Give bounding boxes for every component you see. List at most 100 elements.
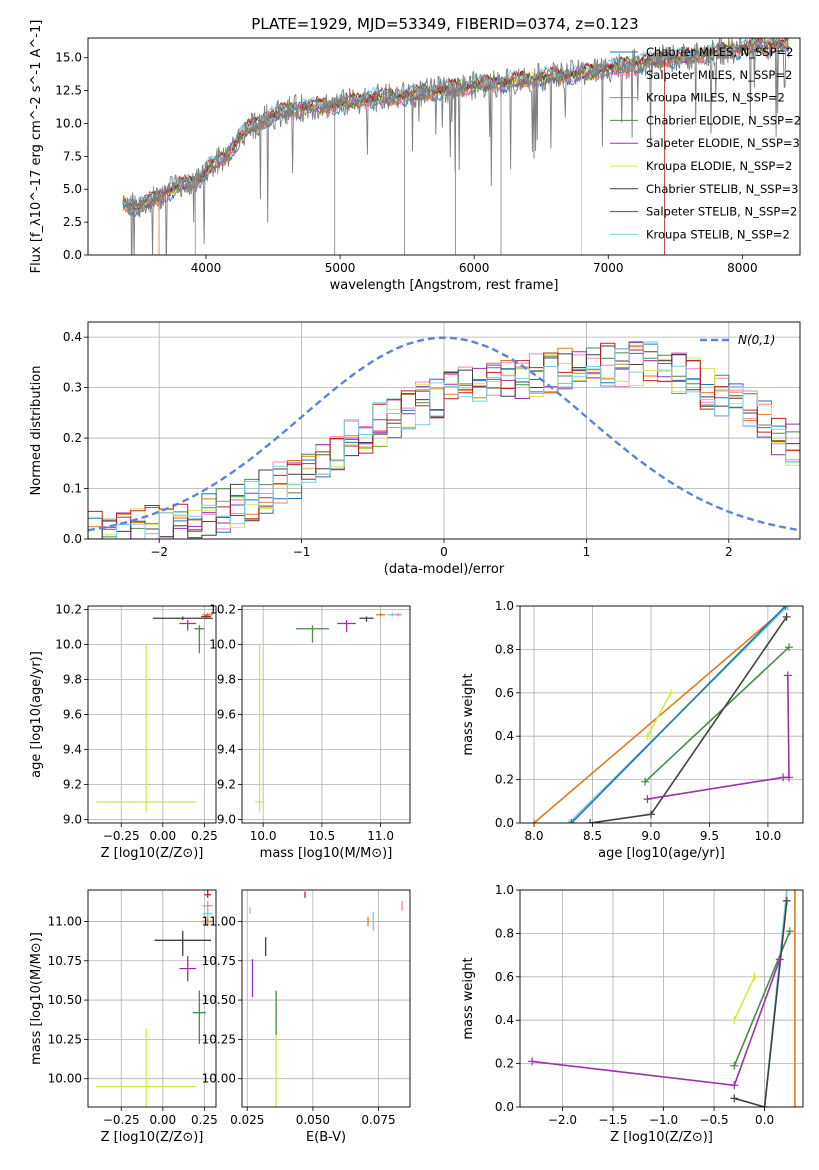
x-tick-label: 10.0 (250, 829, 277, 843)
y-tick-label: 0.1 (63, 482, 82, 496)
x-tick-label: 4000 (191, 261, 222, 275)
y-tick-label: 10.0 (209, 638, 236, 652)
axes-frame (241, 889, 411, 1108)
plot-area (242, 606, 410, 823)
x-tick-label: −2 (150, 545, 168, 559)
y-tick-label: 9.0 (217, 813, 236, 827)
y-tick-label: 10.50 (202, 993, 236, 1007)
y-axis-label: age [log10(age/yr)] (29, 651, 44, 778)
x-tick-label: 0.025 (230, 1113, 264, 1127)
y-axis-label: mass [log10(M/M⊙)] (29, 932, 44, 1065)
x-tick-label: 0.00 (149, 829, 176, 843)
y-tick-label: 10.75 (48, 954, 82, 968)
legend-label: Salpeter ELODIE, N_SSP=3 (646, 136, 800, 150)
x-tick-label: 9.5 (700, 829, 719, 843)
legend-label: Salpeter MILES, N_SSP=2 (646, 68, 792, 82)
x-tick-label: −1.5 (598, 1113, 627, 1127)
x-axis-label: Z [log10(Z/Z⊙)] (101, 846, 204, 861)
y-tick-label: 0.8 (495, 926, 514, 940)
axes-frame (241, 605, 411, 824)
y-tick-label: 9.8 (217, 673, 236, 687)
x-axis-label: (data-model)/error (384, 562, 505, 577)
plot-area (242, 890, 410, 1107)
y-tick-label: 9.4 (63, 743, 82, 757)
x-axis-label: E(B-V) (306, 1130, 346, 1145)
x-tick-label: −1 (293, 545, 311, 559)
y-tick-label: 10.50 (48, 993, 82, 1007)
data-line (122, 38, 790, 255)
y-tick-label: 0.6 (495, 970, 514, 984)
y-tick-label: 0.2 (495, 1057, 514, 1071)
y-tick-label: 10.2 (55, 603, 82, 617)
x-tick-label: 7000 (593, 261, 624, 275)
y-tick-label: 10.75 (202, 954, 236, 968)
x-tick-label: 10.0 (755, 829, 782, 843)
gaussian-curve (88, 336, 800, 532)
y-tick-label: 9.2 (217, 778, 236, 792)
x-tick-label: 0.050 (296, 1113, 330, 1127)
y-tick-label: 10.25 (202, 1032, 236, 1046)
y-tick-label: 10.00 (48, 1072, 82, 1086)
panel-massweight-vs-Z: −2.0 −1.5 −1.0 −0.5 0.0 0.0 0.2 0.4 0.6 0.8 1.0 Z [… (461, 883, 804, 1145)
x-tick-label: 2 (725, 545, 733, 559)
x-tick-label: −1.0 (649, 1113, 678, 1127)
axes-frame (87, 605, 217, 824)
axes-frame (87, 889, 217, 1108)
plot-area (88, 322, 800, 539)
model-line (122, 38, 790, 206)
x-tick-label: 0.00 (149, 1113, 176, 1127)
y-tick-label: 1.0 (495, 599, 514, 613)
y-tick-label: 10.25 (48, 1032, 82, 1046)
histogram-step (88, 342, 800, 539)
y-tick-label: 0.6 (495, 686, 514, 700)
legend-label: Chabrier MILES, N_SSP=2 (646, 45, 793, 59)
legend-label: Kroupa ELODIE, N_SSP=2 (646, 159, 792, 173)
y-tick-label: 9.2 (63, 778, 82, 792)
x-axis-label: Z [log10(Z/Z⊙)] (101, 1130, 204, 1145)
y-tick-label: 15.0 (55, 51, 82, 65)
y-tick-label: 9.0 (63, 813, 82, 827)
y-tick-label: 9.6 (217, 708, 236, 722)
panel-spectrum: 4000 5000 6000 7000 8000 0.0 2.5 5.0 7.5 10.0 12.5… (29, 20, 801, 293)
x-axis-label: age [log10(age/yr)] (598, 846, 725, 861)
x-tick-label: 10.5 (309, 829, 336, 843)
series-line (532, 959, 781, 1087)
x-tick-label: 0 (440, 545, 448, 559)
y-tick-label: 11.00 (202, 914, 236, 928)
plot-area (88, 890, 216, 1107)
axes-frame (87, 37, 801, 256)
y-tick-label: 9.6 (63, 708, 82, 722)
legend-label: Kroupa MILES, N_SSP=2 (646, 91, 785, 105)
series-line (533, 606, 789, 823)
y-axis-label: Flux [f_λ10^-17 erg cm^-2 s^-1 A^-1] (29, 20, 44, 274)
x-tick-label: 0.25 (191, 1113, 218, 1127)
axes-frame (519, 889, 804, 1108)
x-axis-label: mass [log10(M/M⊙)] (260, 846, 393, 861)
series-line (734, 900, 788, 1107)
series-line (644, 646, 790, 783)
x-tick-label: 1 (583, 545, 591, 559)
y-tick-label: 0.0 (495, 816, 514, 830)
x-tick-label: 8.0 (524, 829, 543, 843)
y-tick-label: 11.00 (48, 914, 82, 928)
y-tick-label: 9.8 (63, 673, 82, 687)
plot-area (88, 606, 216, 823)
x-tick-label: −0.5 (699, 1113, 728, 1127)
x-tick-label: 5000 (325, 261, 356, 275)
y-tick-label: 12.5 (55, 84, 82, 98)
x-tick-label: 0.0 (755, 1113, 774, 1127)
legend-label: Chabrier ELODIE, N_SSP=2 (646, 113, 801, 127)
y-tick-label: 10.0 (55, 116, 82, 130)
y-tick-label: 0.4 (63, 330, 82, 344)
y-axis-label: mass weight (461, 957, 476, 1039)
y-tick-label: 10.0 (55, 638, 82, 652)
x-tick-label: 0.075 (361, 1113, 395, 1127)
y-axis-label: Normed distribution (29, 366, 44, 496)
y-tick-label: 0.2 (495, 773, 514, 787)
y-tick-label: 0.4 (495, 729, 514, 743)
legend-label: Kroupa STELIB, N_SSP=2 (646, 227, 790, 241)
figure-title: PLATE=1929, MJD=53349, FIBERID=0374, z=0… (251, 15, 638, 33)
series-line (733, 976, 756, 1021)
axes-frame (87, 321, 801, 540)
y-tick-label: 0.0 (63, 248, 82, 262)
